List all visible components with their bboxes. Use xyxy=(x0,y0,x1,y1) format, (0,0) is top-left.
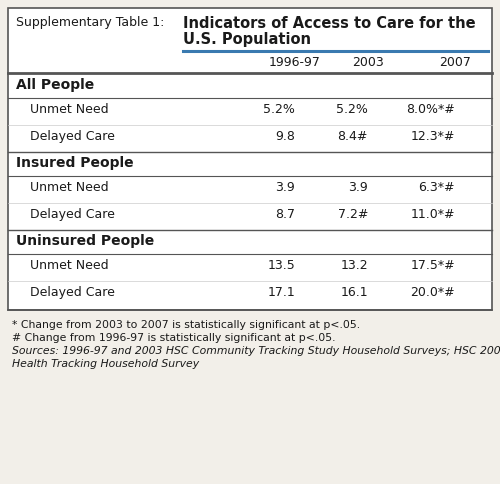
Text: 8.4#: 8.4# xyxy=(338,130,368,143)
Text: 3.9: 3.9 xyxy=(348,181,368,194)
Text: 11.0*#: 11.0*# xyxy=(410,208,455,221)
Text: * Change from 2003 to 2007 is statistically significant at p<.05.: * Change from 2003 to 2007 is statistica… xyxy=(12,320,360,330)
Text: Sources: 1996-97 and 2003 HSC Community Tracking Study Household Surveys; HSC 20: Sources: 1996-97 and 2003 HSC Community … xyxy=(12,346,500,356)
Text: All People: All People xyxy=(16,78,94,92)
Text: # Change from 1996-97 is statistically significant at p<.05.: # Change from 1996-97 is statistically s… xyxy=(12,333,336,343)
Text: Supplementary Table 1:: Supplementary Table 1: xyxy=(16,16,165,29)
Text: 17.5*#: 17.5*# xyxy=(410,259,455,272)
Text: Indicators of Access to Care for the: Indicators of Access to Care for the xyxy=(183,16,476,31)
Text: 1996-97: 1996-97 xyxy=(269,56,321,69)
Text: 13.2: 13.2 xyxy=(340,259,368,272)
Text: 5.2%: 5.2% xyxy=(263,103,295,116)
Text: Delayed Care: Delayed Care xyxy=(30,286,115,299)
Text: 13.5: 13.5 xyxy=(267,259,295,272)
Text: 9.8: 9.8 xyxy=(275,130,295,143)
Text: Unmet Need: Unmet Need xyxy=(30,103,108,116)
Text: Delayed Care: Delayed Care xyxy=(30,208,115,221)
Text: 12.3*#: 12.3*# xyxy=(410,130,455,143)
Text: Uninsured People: Uninsured People xyxy=(16,234,154,248)
Text: Unmet Need: Unmet Need xyxy=(30,181,108,194)
Text: Insured People: Insured People xyxy=(16,156,134,170)
Text: 17.1: 17.1 xyxy=(267,286,295,299)
Text: Unmet Need: Unmet Need xyxy=(30,259,108,272)
Bar xyxy=(8,8,492,310)
Text: 5.2%: 5.2% xyxy=(336,103,368,116)
Text: 7.2#: 7.2# xyxy=(338,208,368,221)
Text: 2007: 2007 xyxy=(439,56,471,69)
Text: U.S. Population: U.S. Population xyxy=(183,32,311,47)
Text: 3.9: 3.9 xyxy=(275,181,295,194)
Text: Delayed Care: Delayed Care xyxy=(30,130,115,143)
Text: 8.7: 8.7 xyxy=(275,208,295,221)
Text: 8.0%*#: 8.0%*# xyxy=(406,103,455,116)
Text: Health Tracking Household Survey: Health Tracking Household Survey xyxy=(12,359,199,369)
Text: 20.0*#: 20.0*# xyxy=(410,286,455,299)
Text: 6.3*#: 6.3*# xyxy=(418,181,455,194)
Text: 16.1: 16.1 xyxy=(340,286,368,299)
Text: 2003: 2003 xyxy=(352,56,384,69)
